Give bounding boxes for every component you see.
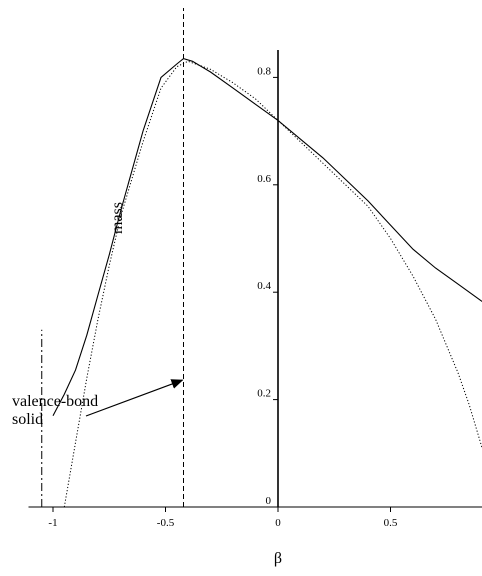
y-tick-label: 0.4	[257, 280, 271, 292]
y-tick-label: 0.2	[257, 388, 271, 400]
x-axis-ticks: -1-0.500.511.5	[48, 507, 398, 529]
x-axis-label: β	[274, 550, 282, 567]
annotation-line-2: solid	[12, 411, 43, 428]
vertical-reference-lines	[41, 8, 184, 507]
y-tick-label: 0	[266, 495, 272, 507]
y-tick-label: 0.8	[257, 65, 271, 77]
y-tick-label: 0.6	[257, 173, 271, 185]
annotation-line-1: valence-bond	[12, 393, 98, 410]
annotation-arrow	[85, 379, 184, 417]
dotted-series-line	[63, 60, 482, 508]
solid-series-line	[52, 57, 482, 416]
x-tick-label: -1	[48, 517, 57, 529]
x-tick-label: 0.5	[384, 517, 398, 529]
x-tick-label: -0.5	[157, 517, 175, 529]
y-axis-ticks: 0 0.2 0.4 0.6 0.8	[257, 65, 278, 508]
y-axis-label: mass	[109, 202, 126, 234]
valence-bond-solid-annotation: valence-bond solid	[12, 379, 184, 428]
x-tick-label: 0	[275, 517, 281, 529]
series-layer	[52, 57, 482, 508]
